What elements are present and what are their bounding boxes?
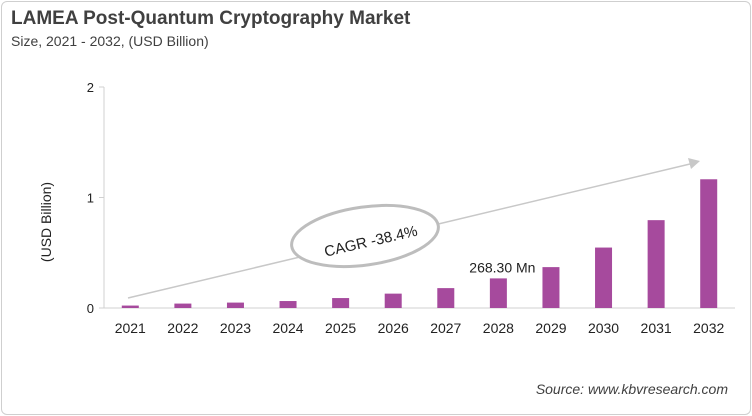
y-tick-label: 1 xyxy=(87,191,94,206)
bar-2023 xyxy=(226,302,244,308)
bar-2029 xyxy=(542,267,560,308)
x-tick-label-2032: 2032 xyxy=(693,320,724,336)
x-tick-label-2022: 2022 xyxy=(167,320,198,336)
x-tick-label-2026: 2026 xyxy=(378,320,409,336)
x-tick-label-2030: 2030 xyxy=(588,320,619,336)
bar-2022 xyxy=(174,303,192,308)
bar-2021 xyxy=(121,305,139,308)
x-tick-label-2025: 2025 xyxy=(325,320,356,336)
bar-2027 xyxy=(437,288,455,308)
x-tick-label-2023: 2023 xyxy=(220,320,251,336)
x-tick-label-2029: 2029 xyxy=(535,320,566,336)
y-axis-label: (USD Billion) xyxy=(38,182,54,262)
cagr-ellipse xyxy=(290,203,440,269)
x-tick-label-2024: 2024 xyxy=(272,320,303,336)
x-tick-label-2021: 2021 xyxy=(115,320,146,336)
x-tick-label-2027: 2027 xyxy=(430,320,461,336)
x-tick-label-2031: 2031 xyxy=(641,320,672,336)
x-tick-label-2028: 2028 xyxy=(483,320,514,336)
data-label-2028: 268.30 Mn xyxy=(469,259,535,275)
bar-2026 xyxy=(384,293,402,308)
bar-2032 xyxy=(700,179,718,308)
chart-subtitle: Size, 2021 - 2032, (USD Billion) xyxy=(11,33,209,49)
chart-title: LAMEA Post-Quantum Cryptography Market xyxy=(11,8,411,29)
source-note: Source: www.kbvresearch.com xyxy=(535,381,728,397)
bar-2030 xyxy=(595,247,613,308)
y-tick-label: 2 xyxy=(87,80,94,95)
y-tick-label: 0 xyxy=(87,301,94,316)
bar-2024 xyxy=(279,301,297,308)
bar-2028 xyxy=(489,278,507,308)
bar-2025 xyxy=(332,298,350,308)
bar-2031 xyxy=(647,220,665,308)
